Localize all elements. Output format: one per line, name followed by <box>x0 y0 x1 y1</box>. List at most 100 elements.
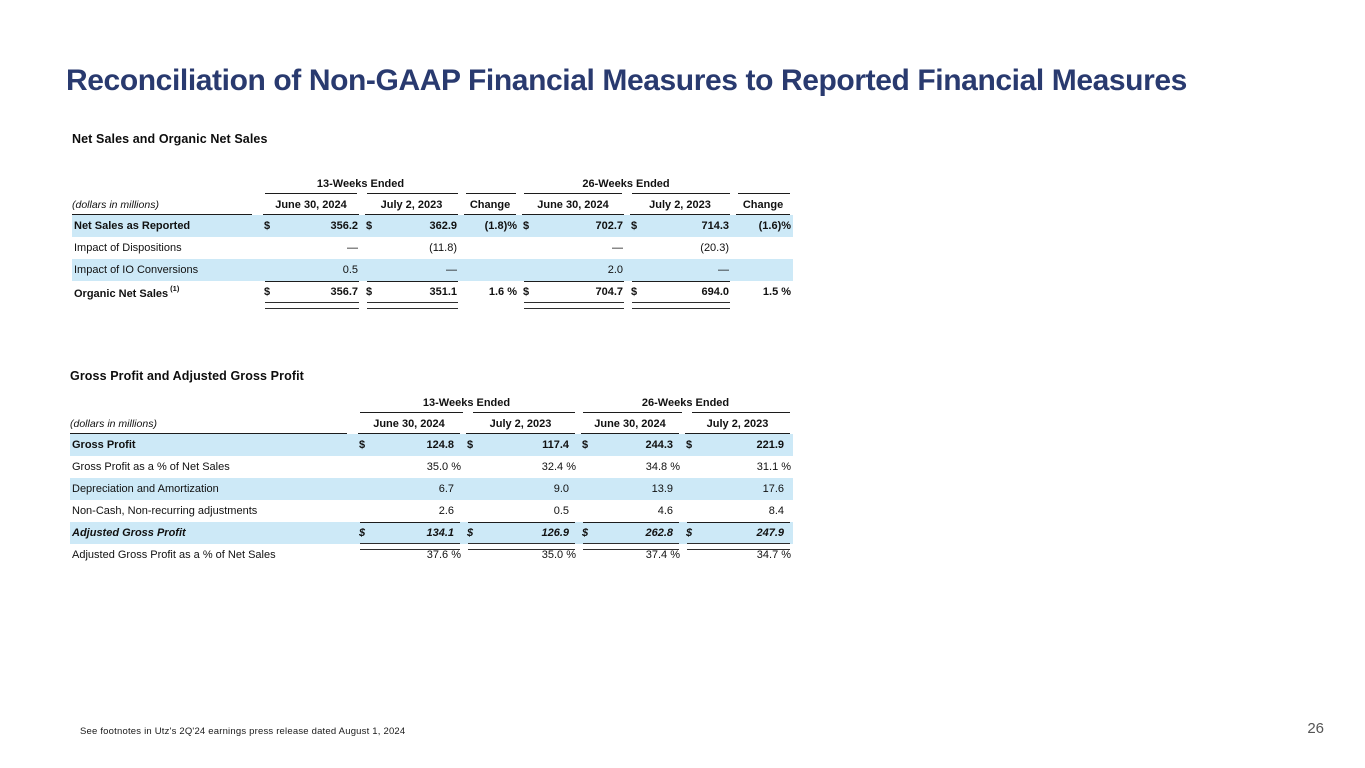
value-cell: 34.7 % <box>682 544 793 566</box>
value-cell: 0.5 <box>260 259 362 281</box>
corner-spacer <box>72 173 260 194</box>
column-header: June 30, 2024 <box>355 413 463 434</box>
currency-symbol: $ <box>359 439 366 451</box>
currency-symbol: $ <box>366 220 373 232</box>
currency-symbol: $ <box>686 527 693 539</box>
table-row: Organic Net Sales (1) $356.7 $351.1 1.6 % $70… <box>72 281 793 309</box>
column-header-row: (dollars in millions) June 30, 2024 July 2… <box>70 413 793 434</box>
currency-symbol: $ <box>366 286 373 298</box>
value-cell: $362.9 <box>362 215 461 237</box>
gross-profit-section: Gross Profit and Adjusted Gross Profit 1… <box>70 369 794 566</box>
value-cell: — <box>260 237 362 259</box>
table-row: Net Sales as Reported $356.2 $362.9 (1.8)% $… <box>72 215 794 237</box>
row-label: Adjusted Gross Profit <box>72 527 186 539</box>
table-row: Depreciation and Amortization 6.7 9.0 13.9 1… <box>70 478 794 500</box>
value-cell: $134.1 <box>355 522 463 550</box>
value-cell: 0.5 <box>463 500 578 522</box>
table-row: Adjusted Gross Profit as a % of Net Sale… <box>70 544 793 566</box>
amount: 351.1 <box>429 286 458 298</box>
group-header: 26-Weeks Ended <box>578 392 793 413</box>
value-cell: 4.6 <box>578 500 682 522</box>
amount: 362.9 <box>429 220 458 232</box>
value-cell: 35.0 % <box>355 456 463 478</box>
value-cell: 37.4 % <box>578 544 682 566</box>
value-cell: $244.3 <box>578 434 682 456</box>
value-cell: (11.8) <box>362 237 461 259</box>
row-label: Organic Net Sales (1) <box>74 284 180 300</box>
amount: 37.6 % <box>426 549 461 561</box>
amount: 704.7 <box>595 286 624 298</box>
amount: (20.3) <box>700 242 730 254</box>
amount: 0.5 <box>553 505 570 517</box>
table-row: Gross Profit $124.8 $117.4 $244.3 $221.9 <box>70 434 794 456</box>
amount: 1.6 % <box>488 286 518 298</box>
value-cell: 31.1 % <box>682 456 793 478</box>
value-cell: — <box>362 259 461 281</box>
currency-symbol: $ <box>523 220 530 232</box>
amount: 0.5 <box>342 264 358 276</box>
amount: 356.2 <box>330 220 358 232</box>
value-cell: $221.9 <box>682 434 793 456</box>
value-cell: $356.2 <box>260 215 362 237</box>
column-header: Change <box>461 194 519 215</box>
value-cell: $126.9 <box>463 522 578 550</box>
value-cell: (1.8)% <box>461 215 519 237</box>
table-row: Impact of Dispositions — (11.8) — (20.3) <box>72 237 793 259</box>
column-header: July 2, 2023 <box>463 413 578 434</box>
value-cell: 13.9 <box>578 478 682 500</box>
footnote-marker: (1) <box>170 284 180 293</box>
amount: 1.5 % <box>762 286 792 298</box>
footnote: See footnotes in Utz's 2Q'24 earnings pr… <box>80 726 406 737</box>
row-label: Impact of Dispositions <box>74 242 182 254</box>
group-header-row: 13-Weeks Ended 26-Weeks Ended <box>70 392 793 413</box>
amount: 262.8 <box>645 527 674 539</box>
amount: 17.6 <box>762 483 785 495</box>
group-header: 26-Weeks Ended <box>519 173 733 194</box>
value-cell: 1.6 % <box>461 281 519 303</box>
currency-symbol: $ <box>523 286 530 298</box>
value-cell: — <box>627 259 733 281</box>
amount: 714.3 <box>701 220 730 232</box>
amount: 34.8 % <box>645 461 681 473</box>
row-label: Non-Cash, Non-recurring adjustments <box>72 505 258 517</box>
corner-spacer <box>70 392 355 413</box>
currency-symbol: $ <box>264 220 271 232</box>
amount: 31.1 % <box>756 461 792 473</box>
value-cell <box>461 259 519 281</box>
value-cell: 1.5 % <box>733 281 793 303</box>
column-header: June 30, 2024 <box>519 194 627 215</box>
table-row: Impact of IO Conversions 0.5 — 2.0 — <box>72 259 794 281</box>
value-cell: (1.6)% <box>733 215 793 237</box>
amount: — <box>718 264 730 276</box>
row-label: Gross Profit as a % of Net Sales <box>72 461 230 473</box>
group-header-row: 13-Weeks Ended 26-Weeks Ended <box>72 173 793 194</box>
value-cell: $702.7 <box>519 215 627 237</box>
value-cell: — <box>519 237 627 259</box>
column-header: June 30, 2024 <box>578 413 682 434</box>
currency-symbol: $ <box>582 439 589 451</box>
value-cell: 37.6 % <box>355 544 463 566</box>
net-sales-section: Net Sales and Organic Net Sales 13-Weeks… <box>72 132 794 309</box>
row-label: Adjusted Gross Profit as a % of Net Sale… <box>72 549 276 561</box>
amount: 2.6 <box>438 505 454 517</box>
amount: 694.0 <box>701 286 730 298</box>
column-header: Change <box>733 194 793 215</box>
row-label: Impact of IO Conversions <box>74 264 199 276</box>
amount: 356.7 <box>330 286 358 298</box>
value-cell: $704.7 <box>519 281 627 309</box>
amount: 221.9 <box>756 439 785 451</box>
amount: 32.4 % <box>541 461 577 473</box>
column-header-row: (dollars in millions) June 30, 2024 July 2… <box>72 194 793 215</box>
amount: 35.0 % <box>541 549 577 561</box>
row-label: Gross Profit <box>72 439 136 451</box>
value-cell: $356.7 <box>260 281 362 309</box>
value-cell: 17.6 <box>682 478 793 500</box>
value-cell: $117.4 <box>463 434 578 456</box>
amount: 244.3 <box>645 439 674 451</box>
amount: — <box>347 242 358 254</box>
column-header: July 2, 2023 <box>627 194 733 215</box>
table-row: Adjusted Gross Profit $134.1 $126.9 $262.8 $… <box>70 522 794 550</box>
value-cell: 32.4 % <box>463 456 578 478</box>
currency-symbol: $ <box>582 527 589 539</box>
amount: 13.9 <box>651 483 674 495</box>
